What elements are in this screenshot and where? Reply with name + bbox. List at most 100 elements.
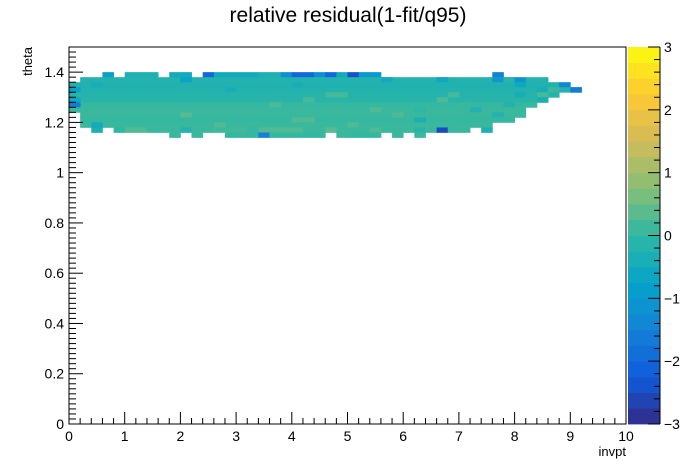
y-tick-label: 1 (56, 165, 64, 181)
palette-band (628, 141, 660, 158)
heatmap-cell (380, 77, 393, 83)
palette-band (628, 298, 660, 315)
heatmap-cells (69, 72, 582, 138)
heatmap-cell (392, 112, 404, 118)
heatmap-cell (213, 72, 259, 78)
heatmap-cell (124, 72, 159, 78)
heatmap-cell (492, 77, 504, 83)
heatmap-cell (102, 72, 114, 78)
heatmap-cell (213, 127, 248, 133)
heatmap-cell (191, 127, 215, 133)
heatmap-cell (570, 87, 582, 93)
palette-tick-label: −2 (664, 353, 680, 369)
heatmap-cell (325, 127, 337, 133)
heatmap-cell (414, 107, 426, 113)
palette-tick-label: 3 (664, 39, 672, 55)
heatmap-cell (224, 87, 237, 93)
axes: 0 1 2 3 4 5 6 7 8 9 10 0 0.2 0.4 0.6 0.8 1 1.2 1.4 invpt the… (20, 46, 634, 459)
heatmap-cell (224, 132, 259, 138)
palette-band (628, 172, 660, 189)
x-tick-label: 2 (177, 428, 185, 444)
palette-tick-label: −1 (664, 290, 680, 306)
heatmap-cell (91, 127, 103, 133)
heatmap-cell (514, 82, 527, 88)
y-tick-label: 0.8 (45, 215, 65, 231)
x-tick-label: 3 (232, 428, 240, 444)
heatmap-cell (169, 132, 181, 138)
y-tick-label: 0.6 (45, 265, 65, 281)
heatmap-cell (69, 107, 527, 113)
heatmap-cell (525, 77, 549, 83)
y-tick-label: 0 (56, 416, 64, 432)
heatmap-cell (69, 82, 560, 88)
heatmap-cell (213, 122, 226, 128)
y-tick-label: 1.2 (45, 114, 65, 130)
heatmap-cell (470, 107, 482, 113)
heatmap-cell (169, 72, 192, 78)
heatmap-cell (69, 102, 538, 108)
heatmap-cell (180, 77, 192, 83)
heatmap-cell (180, 127, 192, 133)
palette-tick-label: −3 (664, 416, 680, 432)
x-tick-label: 10 (618, 428, 634, 444)
heatmap-cell (392, 132, 404, 138)
heatmap-cell (258, 72, 282, 78)
palette-band (628, 62, 660, 79)
heatmap-cell (247, 127, 259, 133)
heatmap-cell (291, 72, 315, 78)
heatmap-cell (425, 127, 438, 133)
x-tick-label: 4 (288, 428, 296, 444)
heatmap-cell (492, 112, 504, 118)
heatmap-cell (503, 102, 515, 108)
heatmap-cell (336, 132, 348, 138)
heatmap-cell (291, 117, 315, 123)
heatmap-cell (414, 127, 426, 133)
palette-band (628, 376, 660, 393)
y-tick-label: 0.2 (45, 366, 65, 382)
heatmap-cell (447, 127, 471, 133)
heatmap-cell (80, 77, 515, 83)
heatmap-cell (414, 132, 426, 138)
palette-tick-label: 2 (664, 102, 672, 118)
heatmap-cell (548, 87, 560, 93)
heatmap-cell (69, 97, 81, 103)
heatmap-cell (347, 132, 382, 138)
heatmap-cell (458, 102, 471, 108)
heatmap-cell (91, 122, 103, 128)
heatmap-cell (69, 87, 81, 93)
x-tick-label: 8 (511, 428, 519, 444)
x-tick-label: 7 (455, 428, 463, 444)
palette-band (628, 219, 660, 236)
palette-band (628, 314, 660, 331)
heatmap-cell (436, 127, 449, 133)
palette-band (628, 204, 660, 221)
palette-band (628, 125, 660, 142)
heatmap-cell (559, 82, 571, 88)
heatmap-cell (269, 132, 326, 138)
palette-band (628, 109, 660, 126)
y-tick-label: 1.4 (45, 64, 65, 80)
x-tick-label: 9 (566, 428, 574, 444)
heatmap-cell (414, 117, 426, 123)
palette-band (628, 251, 660, 268)
heatmap-cell (302, 127, 326, 133)
heatmap-cell (514, 92, 527, 98)
palette-band (628, 392, 660, 409)
x-tick-label: 6 (399, 428, 407, 444)
palette-tick-label: 1 (664, 165, 672, 181)
heatmap-cell (336, 72, 348, 78)
heatmap-cell (80, 122, 493, 128)
palette-band (628, 282, 660, 299)
palette-band (628, 329, 660, 346)
palette-band (628, 361, 660, 378)
palette-band (628, 78, 660, 95)
palette-band (628, 188, 660, 205)
heatmap-cell (336, 127, 371, 133)
x-tick-label: 0 (65, 428, 73, 444)
x-axis-title: invpt (599, 444, 627, 459)
heatmap-cell (514, 77, 527, 83)
heatmap-cell (291, 82, 304, 88)
palette-band (628, 235, 660, 252)
heatmap-cell (113, 127, 126, 133)
